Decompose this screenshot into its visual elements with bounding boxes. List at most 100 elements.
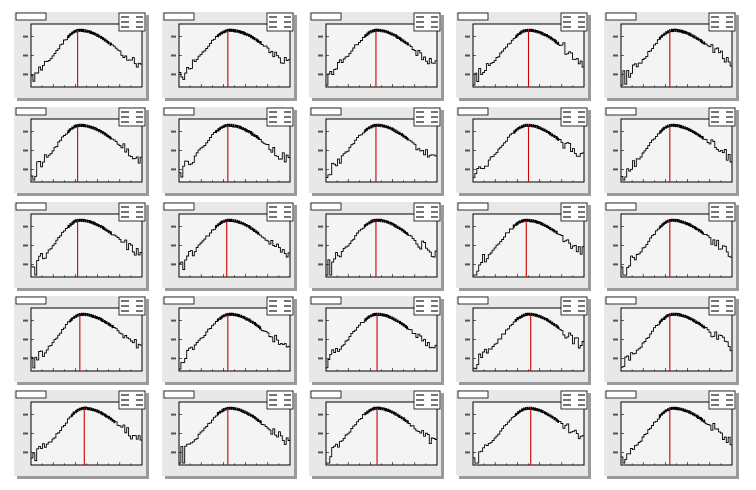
histogram-series [472, 219, 584, 277]
y-tick-label [613, 225, 618, 228]
y-tick-label [23, 244, 28, 247]
plot-frame [620, 401, 733, 466]
plot-frame [620, 23, 733, 88]
y-tick-label [23, 357, 28, 360]
y-tick-label [465, 130, 470, 133]
histogram-panel [162, 12, 297, 101]
y-tick-label [613, 263, 618, 266]
y-tick-label [23, 130, 28, 133]
histogram-series [30, 219, 142, 277]
histogram-panel [604, 202, 739, 291]
y-tick-label [613, 413, 618, 416]
histogram-panel [162, 202, 297, 291]
histogram-panel [309, 202, 444, 291]
histogram-series [178, 407, 290, 465]
histogram-panel [604, 390, 739, 479]
y-tick-label [23, 225, 28, 228]
histogram-title-box [605, 107, 637, 116]
histogram-title-box [605, 390, 637, 399]
histogram-panel [14, 107, 149, 196]
y-tick-label [318, 35, 323, 38]
plot-frame [178, 401, 291, 466]
histogram-panel [14, 202, 149, 291]
y-tick-label [318, 338, 323, 341]
histogram-series [325, 406, 437, 465]
plot-frame [178, 118, 291, 183]
y-tick-label [318, 413, 323, 416]
y-tick-label [613, 338, 618, 341]
histogram-series [325, 312, 437, 371]
y-tick-label [318, 244, 323, 247]
y-tick-label [23, 451, 28, 454]
histogram-peak-band [364, 218, 409, 236]
plot-frame [472, 307, 585, 372]
histogram-title-box [163, 107, 195, 116]
histogram-peak-band [513, 218, 558, 234]
plot-frame [325, 23, 438, 88]
histogram-series [178, 219, 290, 277]
y-tick-label [613, 168, 618, 171]
y-tick-label [171, 338, 176, 341]
histogram-title-box [15, 107, 47, 116]
histogram-panel [162, 390, 297, 479]
histogram-panel [309, 12, 444, 101]
plot-frame [325, 213, 438, 278]
y-tick-label [23, 149, 28, 152]
histogram-series [325, 218, 437, 277]
y-tick-label [465, 149, 470, 152]
histogram-peak-band [364, 312, 409, 330]
y-tick-label [171, 225, 176, 228]
y-tick-label [23, 338, 28, 341]
y-tick-label [465, 73, 470, 76]
y-tick-label [613, 35, 618, 38]
y-tick-label [171, 149, 176, 152]
y-tick-label [171, 73, 176, 76]
y-tick-label [23, 168, 28, 171]
plot-frame [620, 307, 733, 372]
y-tick-label [465, 54, 470, 57]
y-tick-label [171, 35, 176, 38]
plot-frame [30, 307, 143, 372]
histogram-panel [309, 390, 444, 479]
plot-frame [178, 23, 291, 88]
histogram-series [178, 124, 290, 182]
histogram-title-box [15, 390, 47, 399]
histogram-series [178, 28, 290, 87]
histogram-series [472, 407, 584, 465]
histogram-panel [456, 202, 591, 291]
y-tick-label [613, 54, 618, 57]
y-tick-label [171, 357, 176, 360]
histogram-title-box [457, 107, 489, 116]
plot-frame [178, 307, 291, 372]
y-tick-label [23, 263, 28, 266]
y-tick-label [171, 451, 176, 454]
plot-frame [178, 213, 291, 278]
histogram-panel [309, 296, 444, 385]
histogram-title-box [605, 296, 637, 305]
histogram-title-box [457, 390, 489, 399]
y-tick-label [318, 432, 323, 435]
plot-frame [30, 23, 143, 88]
y-tick-label [318, 357, 323, 360]
y-tick-label [23, 319, 28, 322]
histogram-series [620, 28, 732, 87]
histogram-panel [456, 390, 591, 479]
plot-frame [30, 118, 143, 183]
histogram-panel [604, 12, 739, 101]
histogram-series [620, 406, 732, 465]
histogram-peak-band [215, 123, 260, 140]
histogram-peak-band [515, 312, 559, 329]
histogram-title-box [457, 296, 489, 305]
histogram-panel [456, 296, 591, 385]
histogram-peak-band [364, 28, 409, 46]
histogram-peak-band [515, 406, 559, 423]
histogram-panel [14, 390, 149, 479]
y-tick-label [613, 244, 618, 247]
histogram-title-box [310, 202, 342, 211]
y-tick-label [465, 357, 470, 360]
histogram-peak-band [364, 123, 409, 141]
y-tick-label [465, 35, 470, 38]
histogram-series [325, 124, 437, 182]
y-tick-label [23, 413, 28, 416]
histogram-series [620, 219, 732, 277]
